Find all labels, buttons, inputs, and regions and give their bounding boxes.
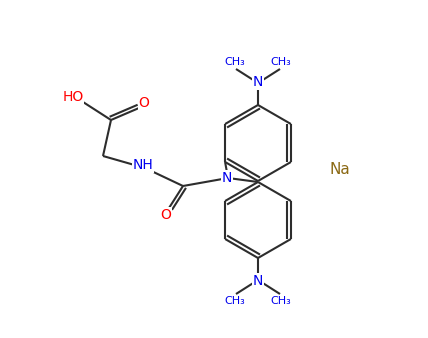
Text: Na: Na <box>330 163 351 177</box>
Text: CH₃: CH₃ <box>225 57 245 67</box>
Text: O: O <box>139 96 149 110</box>
Text: N: N <box>222 171 232 185</box>
Text: CH₃: CH₃ <box>225 296 245 306</box>
Text: CH₃: CH₃ <box>270 296 291 306</box>
Text: O: O <box>160 208 172 222</box>
Text: NH: NH <box>133 158 153 172</box>
Text: N: N <box>253 75 263 89</box>
Text: N: N <box>253 274 263 288</box>
Text: HO: HO <box>62 90 83 104</box>
Text: CH₃: CH₃ <box>270 57 291 67</box>
